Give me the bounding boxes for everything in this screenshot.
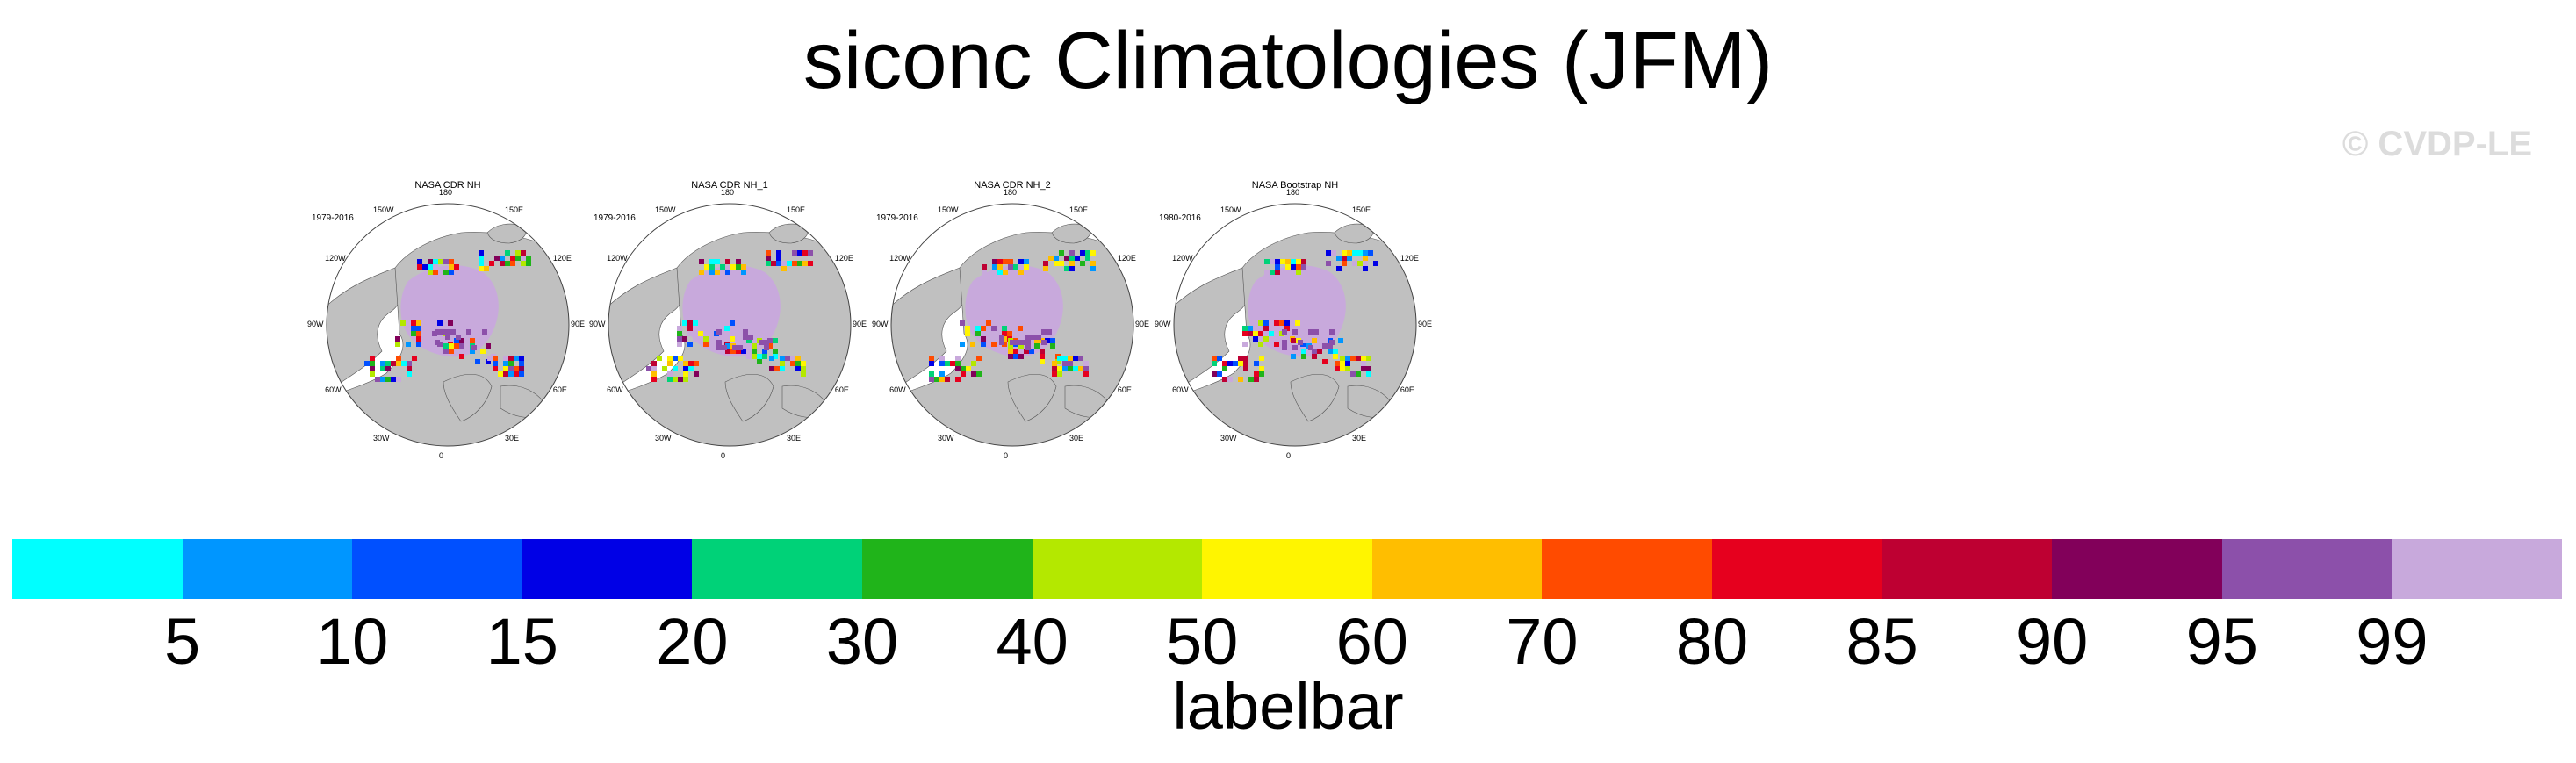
labelbar-swatch xyxy=(1882,539,2053,599)
labelbar-swatch xyxy=(12,539,183,599)
panel-years: 1980-2016 xyxy=(1159,213,1201,223)
map-panel-4: NASA Bootstrap NH 1980-2016 180 150E 120E 9… xyxy=(1155,180,1433,474)
panel-title: NASA CDR NH_2 xyxy=(974,180,1051,191)
panel-years: 1979-2016 xyxy=(312,213,354,223)
longitude-label: 60W xyxy=(889,385,906,394)
panel-years: 1979-2016 xyxy=(876,213,918,223)
map-panel-2: NASA CDR NH_1 1979-2016 180 150E 120E 90E 60… xyxy=(589,180,867,474)
panel-title: NASA CDR NH xyxy=(414,180,481,191)
map-panel-1: NASA CDR NH 1979-2016 180 150E 120E 90E 60E 3… xyxy=(307,180,586,474)
longitude-label: 30W xyxy=(1220,433,1237,443)
labelbar-tick-label: 60 xyxy=(1335,605,1408,678)
longitude-label: 30W xyxy=(938,433,954,443)
longitude-label: 150W xyxy=(1220,205,1241,215)
longitude-label: 120W xyxy=(889,254,910,263)
labelbar-tick-label: 20 xyxy=(656,605,729,678)
labelbar-tick-label: 5 xyxy=(164,605,201,678)
labelbar-swatch xyxy=(1711,539,1882,599)
longitude-label: 60W xyxy=(325,385,342,394)
longitude-label: 120E xyxy=(1117,254,1136,263)
labelbar-tick-label: 30 xyxy=(825,605,899,678)
labelbar-swatch xyxy=(522,539,693,599)
labelbar-swatch xyxy=(861,539,1033,599)
labelbar-swatch xyxy=(1542,539,1712,599)
longitude-label: 90W xyxy=(1155,320,1171,328)
longitude-label: 180 xyxy=(721,188,735,197)
longitude-label: 30E xyxy=(1352,433,1367,443)
longitude-label: 30W xyxy=(373,433,390,443)
longitude-label: 0 xyxy=(439,451,444,460)
labelbar-swatch xyxy=(2221,539,2393,599)
longitude-label: 150W xyxy=(655,205,676,215)
panel-years: 1979-2016 xyxy=(594,213,636,223)
labelbar-swatch xyxy=(182,539,353,599)
panel-title: NASA Bootstrap NH xyxy=(1251,180,1339,191)
polar-map xyxy=(890,203,1134,447)
longitude-label: 120E xyxy=(552,254,572,263)
longitude-label: 150W xyxy=(938,205,959,215)
labelbar-swatch xyxy=(2392,539,2562,599)
polar-map xyxy=(326,203,570,447)
labelbar-swatch xyxy=(692,539,862,599)
labelbar-swatch xyxy=(1371,539,1543,599)
labelbar-title: labelbar xyxy=(1172,670,1404,743)
longitude-label: 120E xyxy=(834,254,853,263)
labelbar-swatch xyxy=(1202,539,1372,599)
longitude-label: 60E xyxy=(1400,385,1414,394)
labelbar-ticks: 5 10 15 20 30 40 50 60 70 80 85 90 95 99 xyxy=(12,602,2562,681)
labelbar-tick-label: 80 xyxy=(1675,605,1749,678)
longitude-label: 90W xyxy=(307,320,324,328)
longitude-label: 150E xyxy=(1352,205,1371,215)
labelbar xyxy=(12,539,2562,599)
longitude-label: 120W xyxy=(607,254,628,263)
longitude-label: 60E xyxy=(1117,385,1132,394)
longitude-label: 90W xyxy=(872,320,889,328)
labelbar-tick-label: 10 xyxy=(316,605,389,678)
polar-map xyxy=(1173,203,1417,447)
labelbar-tick-label: 70 xyxy=(1506,605,1579,678)
longitude-label: 150E xyxy=(505,205,524,215)
longitude-label: 150W xyxy=(373,205,394,215)
labelbar-swatch xyxy=(2052,539,2222,599)
longitude-label: 180 xyxy=(1004,188,1018,197)
longitude-label: 120E xyxy=(1400,254,1419,263)
polar-map xyxy=(608,203,852,447)
labelbar-tick-label: 99 xyxy=(2356,605,2428,678)
longitude-label: 150E xyxy=(1069,205,1089,215)
labelbar-tick-label: 85 xyxy=(1846,605,1918,678)
longitude-label: 180 xyxy=(439,188,453,197)
labelbar-tick-label: 90 xyxy=(2016,605,2089,678)
longitude-label: 90E xyxy=(853,320,867,328)
labelbar-tick-label: 50 xyxy=(1166,605,1239,678)
longitude-label: 0 xyxy=(1004,451,1009,460)
longitude-label: 150E xyxy=(787,205,806,215)
longitude-label: 90E xyxy=(1135,320,1150,328)
labelbar-tick-label: 40 xyxy=(996,605,1069,678)
panel-title: NASA CDR NH_1 xyxy=(691,180,768,191)
longitude-label: 30W xyxy=(655,433,672,443)
longitude-label: 30E xyxy=(1069,433,1084,443)
labelbar-swatch xyxy=(352,539,522,599)
longitude-label: 120W xyxy=(325,254,346,263)
longitude-label: 60E xyxy=(552,385,567,394)
labelbar-tick-label: 15 xyxy=(486,605,558,678)
longitude-label: 30E xyxy=(505,433,520,443)
longitude-label: 120W xyxy=(1172,254,1193,263)
longitude-label: 30E xyxy=(787,433,802,443)
labelbar-tick-label: 95 xyxy=(2185,605,2258,678)
labelbar-swatch xyxy=(1032,539,1203,599)
page-title: siconc Climatologies (JFM) xyxy=(802,16,1774,105)
longitude-label: 90E xyxy=(571,320,586,328)
longitude-label: 60W xyxy=(607,385,623,394)
longitude-label: 180 xyxy=(1286,188,1300,197)
map-panel-3: NASA CDR NH_2 1979-2016 180 150E 120E 90E 60… xyxy=(872,180,1150,474)
longitude-label: 90E xyxy=(1418,320,1433,328)
watermark: © CVDP-LE xyxy=(2342,125,2532,163)
longitude-label: 90W xyxy=(589,320,606,328)
longitude-label: 60W xyxy=(1172,385,1189,394)
longitude-label: 0 xyxy=(721,451,726,460)
longitude-label: 0 xyxy=(1286,451,1292,460)
longitude-label: 60E xyxy=(834,385,849,394)
